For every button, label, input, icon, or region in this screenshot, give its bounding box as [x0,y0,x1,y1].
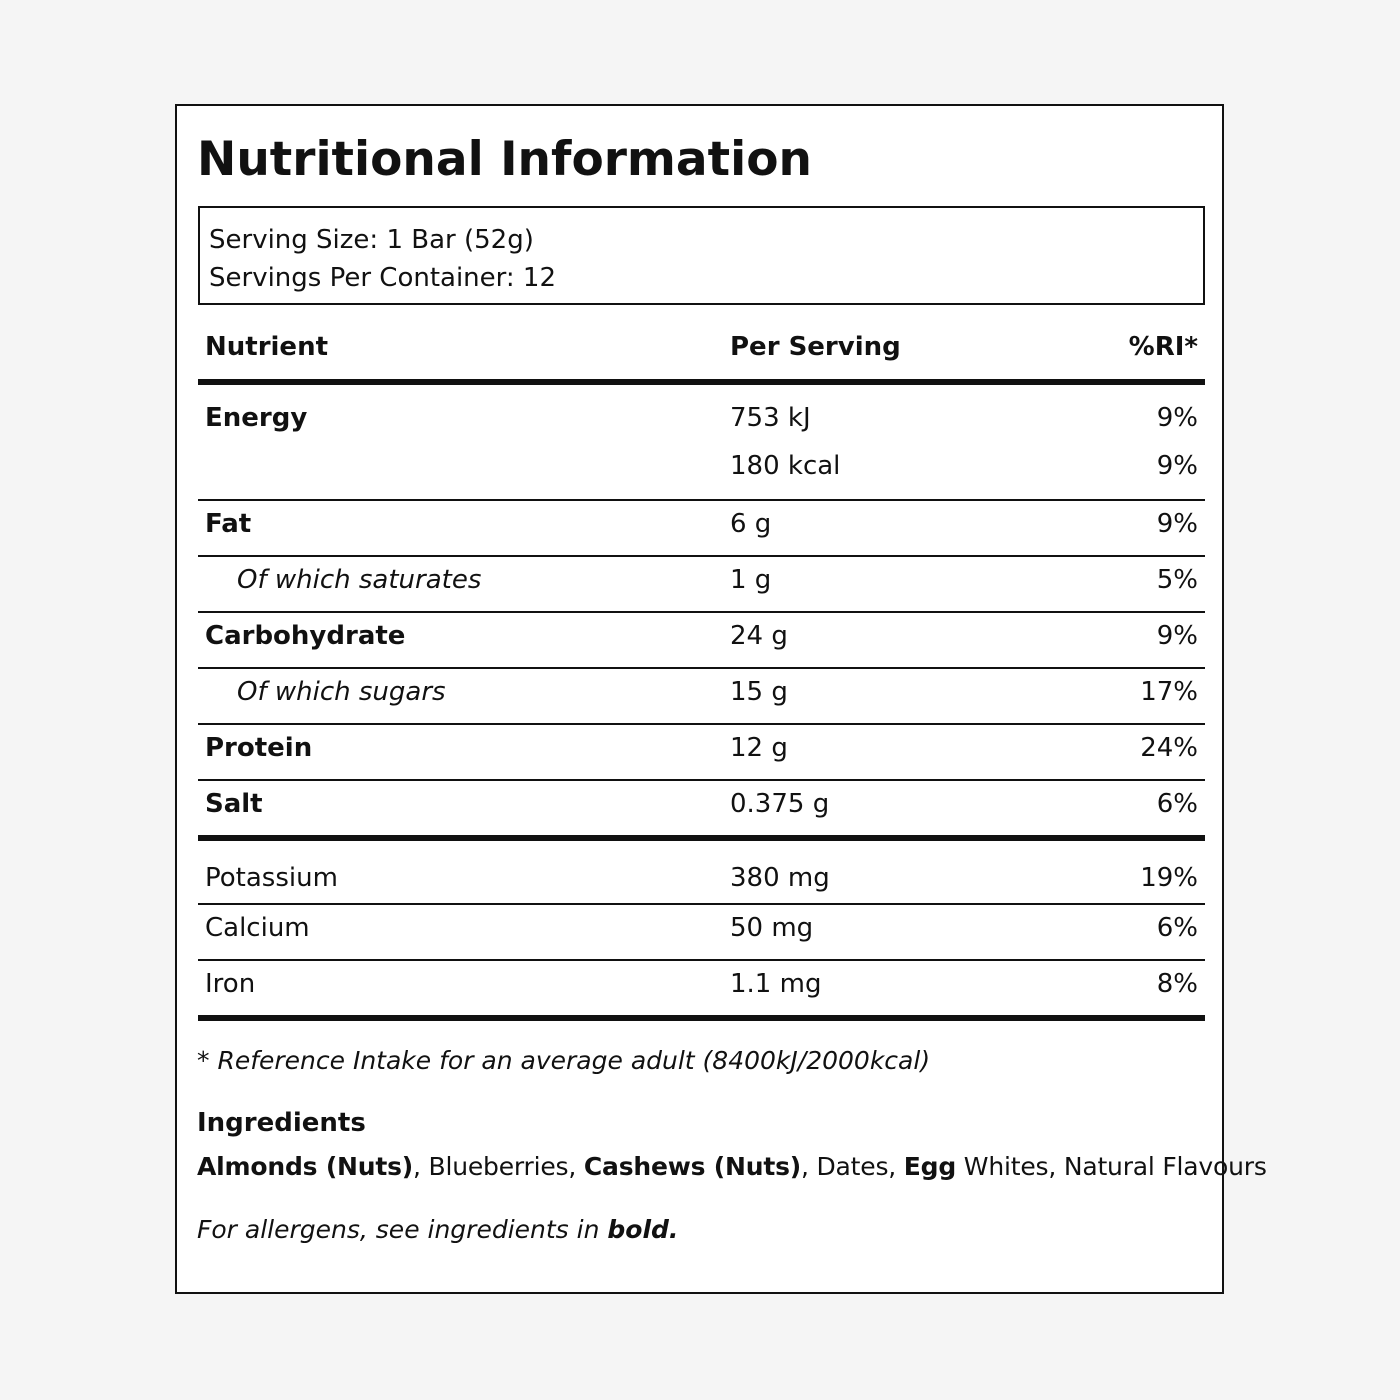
table-row-energy-kj: Energy 753 kJ 9% [198,385,1205,445]
nutrient-value: 753 kJ [730,403,811,433]
section-rule [198,835,1205,841]
serving-size: Serving Size: 1 Bar (52g) [209,225,534,255]
nutrient-name: Energy [205,403,308,433]
row-divider [198,903,1205,905]
header-rule [198,379,1205,385]
row-divider [198,723,1205,725]
nutrient-name: Salt [205,789,263,819]
nutrition-table: Nutrient Per Serving %RI* Energy 753 kJ … [198,322,1205,1021]
nutrient-ri: 9% [1156,403,1198,433]
table-row-energy-kcal: 180 kcal 9% [198,445,1205,499]
table-row-iron: Iron 1.1 mg 8% [198,961,1205,1015]
table-bottom-rule [198,1015,1205,1021]
mineral-value: 380 mg [730,863,830,893]
nutrition-label: Nutritional Information Serving Size: 1 … [175,104,1267,1294]
nutrient-value: 6 g [730,509,772,539]
table-row-saturates: Of which saturates 1 g 5% [198,557,1205,611]
table-row-carbohydrate: Carbohydrate 24 g 9% [198,613,1205,667]
nutrient-name: Carbohydrate [205,621,406,651]
row-divider [198,611,1205,613]
ingredient-allergen: Egg [903,1152,957,1181]
nutrient-ri: 24% [1140,733,1198,763]
nutrient-name: Of which sugars [237,677,446,707]
mineral-ri: 6% [1156,913,1198,943]
row-divider [198,555,1205,557]
mineral-name: Calcium [205,913,310,943]
row-divider [198,959,1205,961]
table-row-protein: Protein 12 g 24% [198,725,1205,779]
table-row-fat: Fat 6 g 9% [198,501,1205,555]
mineral-name: Iron [205,969,256,999]
nutrient-name: Protein [205,733,313,763]
nutrient-ri: 6% [1156,789,1198,819]
header-ri: %RI* [1128,332,1198,362]
table-row-calcium: Calcium 50 mg 6% [198,905,1205,959]
table-row-salt: Salt 0.375 g 6% [198,781,1205,835]
ingredient-text: , Dates, [801,1152,904,1181]
nutrient-name: Of which saturates [237,565,482,595]
ingredient-allergen: Cashews (Nuts) [583,1152,802,1181]
row-divider [198,667,1205,669]
nutrient-ri: 9% [1156,451,1198,481]
mineral-value: 50 mg [730,913,814,943]
allergen-note-emphasis: bold. [607,1215,679,1244]
mineral-ri: 8% [1156,969,1198,999]
header-per-serving: Per Serving [730,332,901,362]
header-nutrient: Nutrient [205,332,329,362]
nutrient-ri: 9% [1156,509,1198,539]
nutrient-ri: 9% [1156,621,1198,651]
serving-info-box: Serving Size: 1 Bar (52g) Servings Per C… [198,206,1205,305]
mineral-value: 1.1 mg [730,969,822,999]
mineral-ri: 19% [1140,863,1198,893]
nutrient-value: 12 g [730,733,788,763]
ingredient-text: Whites, Natural Flavours [956,1152,1267,1181]
ingredients-heading: Ingredients [197,1108,366,1138]
nutrient-value: 180 kcal [730,451,841,481]
allergen-note-text: For allergens, see ingredients in [197,1215,608,1244]
ingredient-allergen: Almonds (Nuts) [197,1152,414,1181]
nutrient-name: Fat [205,509,252,539]
nutrient-value: 0.375 g [730,789,830,819]
nutrient-ri: 5% [1156,565,1198,595]
table-header-row: Nutrient Per Serving %RI* [198,322,1205,379]
label-title: Nutritional Information [197,132,812,187]
mineral-name: Potassium [205,863,338,893]
allergen-note: For allergens, see ingredients in bold. [197,1215,678,1244]
table-row-potassium: Potassium 380 mg 19% [198,841,1205,903]
ingredient-text: , Blueberries, [413,1152,584,1181]
nutrient-value: 15 g [730,677,788,707]
servings-per-container: Servings Per Container: 12 [209,263,557,293]
row-divider [198,779,1205,781]
ri-footnote: * Reference Intake for an average adult … [197,1046,931,1075]
nutrient-ri: 17% [1140,677,1198,707]
row-divider [198,499,1205,501]
table-row-sugars: Of which sugars 15 g 17% [198,669,1205,723]
ingredients-list: Almonds (Nuts), Blueberries, Cashews (Nu… [197,1152,1267,1181]
nutrient-value: 1 g [730,565,772,595]
nutrient-value: 24 g [730,621,788,651]
